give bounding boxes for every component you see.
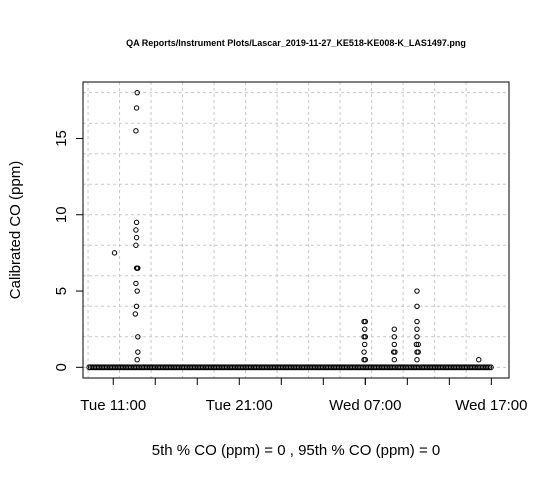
data-point: [414, 318, 420, 325]
data-point: [361, 341, 368, 348]
y-tick-label: 5: [53, 287, 70, 295]
data-point: [476, 356, 482, 363]
baseline-point: [488, 364, 494, 371]
data-point: [134, 265, 140, 271]
y-tick-label: 10: [53, 206, 70, 223]
data-point: [133, 303, 140, 309]
data-point: [133, 227, 139, 233]
data-point: [391, 341, 398, 348]
data-point: [414, 326, 420, 332]
data-point: [414, 288, 420, 294]
data-point: [134, 89, 140, 96]
data-point: [133, 234, 140, 241]
data-point: [111, 250, 118, 256]
grid-lines: [83, 82, 509, 378]
plot-frame: [82, 81, 510, 379]
data-point: [135, 334, 141, 340]
data-point: [133, 105, 140, 111]
data-point: [134, 356, 140, 363]
data-point: [362, 334, 369, 340]
y-axis: 0 5 10 15: [53, 130, 84, 371]
x-axis-label: 5th % CO (ppm) = 0 , 95th % CO (ppm) = 0: [152, 442, 440, 459]
x-tick-label: Wed 17:00: [455, 397, 527, 414]
data-point: [414, 303, 420, 309]
y-axis-label: Calibrated CO (ppm): [7, 161, 24, 299]
x-axis: Tue 11:00 Tue 21:00 Wed 07:00 Wed 17:00: [80, 377, 527, 414]
data-point: [132, 311, 139, 317]
y-tick-label: 0: [53, 363, 70, 371]
data-point: [391, 326, 398, 332]
data-point: [391, 356, 398, 363]
data-point: [133, 242, 139, 248]
data-point: [362, 356, 369, 363]
data-point: [415, 341, 421, 348]
data-point: [135, 349, 141, 355]
chart-title: QA Reports/Instrument Plots/Lascar_2019-…: [126, 38, 466, 48]
x-tick-label: Wed 07:00: [329, 397, 401, 414]
data-point: [133, 128, 139, 134]
data-point: [362, 318, 369, 325]
data-point: [414, 356, 420, 363]
baseline-band: [86, 364, 494, 371]
data-point: [415, 349, 421, 355]
data-point: [133, 280, 139, 287]
data-points: [111, 89, 482, 363]
y-tick-label: 15: [53, 130, 70, 147]
data-point: [361, 326, 368, 332]
data-point: [392, 349, 398, 355]
data-point: [361, 349, 367, 355]
data-point: [133, 219, 140, 226]
x-tick-label: Tue 21:00: [206, 397, 273, 414]
data-point: [134, 288, 140, 294]
data-point: [414, 334, 420, 340]
data-point: [413, 341, 420, 348]
x-tick-label: Tue 11:00: [80, 397, 146, 414]
data-point: [391, 334, 398, 340]
